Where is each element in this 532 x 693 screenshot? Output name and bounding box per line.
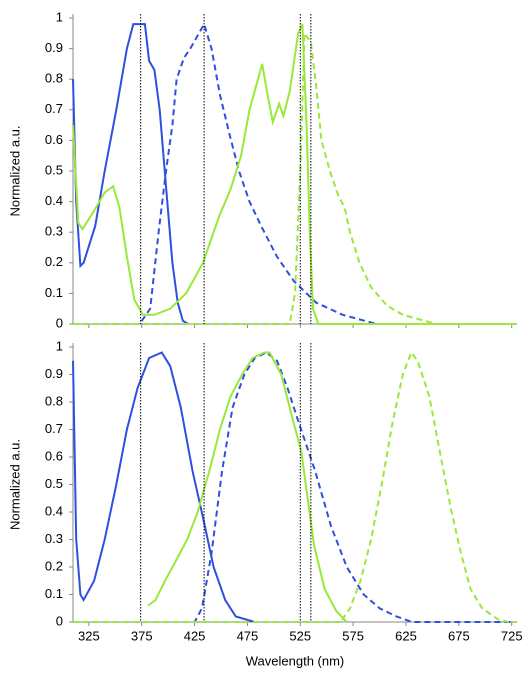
spectrum-line <box>147 351 348 623</box>
y-tick-label: 0.7 <box>45 421 63 436</box>
y-tick-label: 0.8 <box>45 71 63 86</box>
x-tick-label: 425 <box>184 628 206 643</box>
x-tick-label: 525 <box>289 628 311 643</box>
x-tick-label: 325 <box>78 628 100 643</box>
y-tick-label: 0.1 <box>45 285 63 300</box>
y-tick-label: 0.9 <box>45 366 63 381</box>
y-axis-label: Normalized a.u. <box>7 125 22 216</box>
spectrum-line <box>72 23 517 325</box>
spectrum-line <box>73 350 517 623</box>
x-tick-label: 475 <box>237 628 259 643</box>
x-tick-label: 375 <box>131 628 153 643</box>
x-tick-label: 675 <box>448 628 470 643</box>
y-tick-label: 0.8 <box>45 393 63 408</box>
x-tick-label: 725 <box>501 628 523 643</box>
y-tick-label: 0.3 <box>45 531 63 546</box>
x-axis-label: Wavelength (nm) <box>246 653 345 668</box>
y-tick-label: 0.5 <box>45 162 63 177</box>
spectrum-line <box>73 351 517 623</box>
spectrum-line <box>73 21 517 325</box>
y-tick-label: 0 <box>56 613 63 628</box>
y-tick-label: 0.7 <box>45 101 63 116</box>
y-axis-label: Normalized a.u. <box>7 439 22 530</box>
y-tick-label: 0.4 <box>45 193 63 208</box>
y-tick-label: 0.6 <box>45 132 63 147</box>
y-tick-label: 0.9 <box>45 40 63 55</box>
spectrum-line <box>73 30 517 325</box>
y-tick-label: 0.6 <box>45 448 63 463</box>
y-tick-label: 0.5 <box>45 476 63 491</box>
x-tick-label: 575 <box>342 628 364 643</box>
y-tick-label: 0.4 <box>45 503 63 518</box>
y-tick-label: 0.1 <box>45 586 63 601</box>
y-tick-label: 0.3 <box>45 224 63 239</box>
spectrum-line <box>72 23 189 325</box>
y-tick-label: 1 <box>56 338 63 353</box>
spectrum-line <box>72 351 256 623</box>
y-tick-label: 1 <box>56 9 63 24</box>
x-tick-label: 625 <box>395 628 417 643</box>
y-tick-label: 0.2 <box>45 254 63 269</box>
y-tick-label: 0 <box>56 315 63 330</box>
y-tick-label: 0.2 <box>45 558 63 573</box>
